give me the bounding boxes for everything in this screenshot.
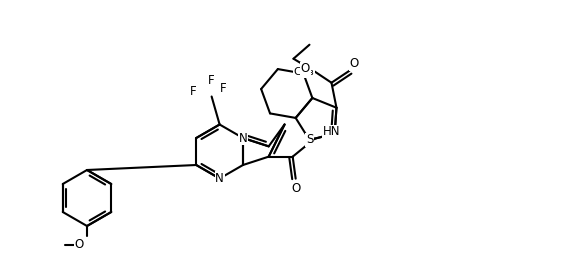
Text: F: F — [220, 82, 227, 95]
Text: O: O — [291, 182, 300, 195]
Text: N: N — [215, 172, 224, 185]
Text: O: O — [350, 57, 359, 70]
Text: F: F — [190, 85, 197, 98]
Text: F: F — [209, 74, 215, 87]
Text: O: O — [301, 62, 310, 75]
Text: CH₃: CH₃ — [294, 67, 314, 77]
Text: HN: HN — [323, 125, 340, 138]
Text: O: O — [74, 239, 84, 252]
Text: N: N — [238, 131, 247, 144]
Text: S: S — [306, 134, 313, 146]
